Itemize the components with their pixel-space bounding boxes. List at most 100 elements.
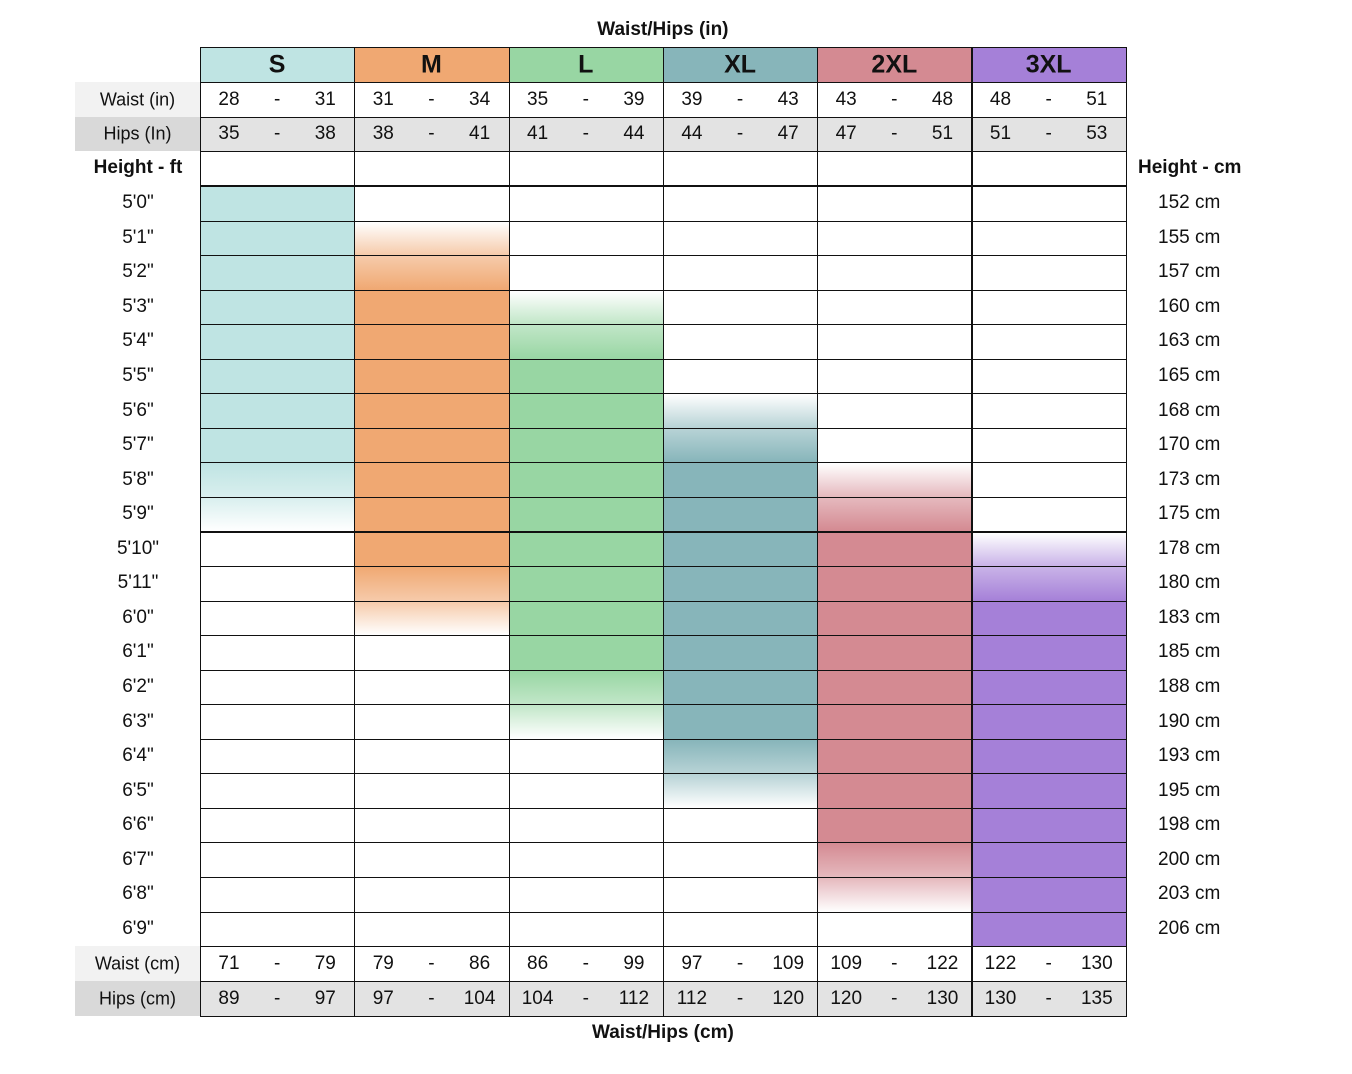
range-high: 41 (469, 123, 491, 144)
range-high: 34 (469, 88, 491, 110)
range-separator: - (1045, 123, 1052, 144)
fit-cell (354, 462, 510, 498)
fit-cell (817, 496, 973, 533)
fit-cell (662, 566, 819, 602)
fit-cell (200, 911, 356, 948)
fit-cell (354, 393, 510, 429)
fit-cell (662, 704, 819, 740)
blank-cell (508, 151, 664, 186)
row-label: Hips (In) (103, 123, 172, 144)
height-cm: 206 cm (1158, 917, 1221, 939)
fit-cell (971, 704, 1127, 740)
fit-cell (508, 877, 664, 913)
height-cm: 165 cm (1158, 365, 1221, 387)
fit-cell (662, 358, 819, 395)
fit-cell (508, 358, 664, 395)
height-ft: 6'4" (122, 745, 154, 767)
height-cm: 203 cm (1158, 883, 1221, 905)
fit-cell (354, 877, 510, 913)
fit-cell (662, 738, 819, 775)
fit-cell (817, 773, 973, 809)
range-high: 122 (926, 952, 959, 974)
height-ft: 5'10" (116, 537, 160, 559)
fit-cell (817, 324, 973, 360)
range-high: 109 (772, 952, 805, 974)
height-cm: 175 cm (1158, 503, 1221, 525)
range-low: 122 (984, 952, 1017, 974)
height-ft: 5'0" (122, 192, 154, 214)
fit-cell (354, 704, 510, 740)
fit-cell (971, 773, 1127, 809)
range-cell (354, 981, 510, 1018)
fit-cell (971, 669, 1127, 706)
height-cm: 188 cm (1158, 675, 1221, 697)
range-low: 109 (830, 952, 863, 974)
height-ft: 6'1" (122, 641, 154, 663)
fit-cell (508, 186, 664, 222)
height-ft: 5'5" (122, 365, 154, 387)
fit-cell (508, 462, 664, 498)
fit-cell (817, 704, 973, 740)
range-separator: - (582, 123, 589, 144)
range-separator: - (891, 952, 898, 974)
fit-cell (200, 738, 356, 775)
blank-cell (662, 151, 819, 186)
range-cell (662, 946, 819, 983)
fit-cell (662, 462, 819, 498)
height-cm: 193 cm (1158, 745, 1221, 767)
range-low: 71 (218, 952, 240, 974)
range-separator: - (428, 987, 435, 1009)
range-low: 38 (372, 123, 394, 144)
fit-cell (200, 669, 356, 706)
row-label: Waist (in) (99, 89, 176, 109)
range-separator: - (582, 88, 589, 110)
size-name: XL (724, 50, 757, 79)
fit-cell (662, 496, 819, 533)
height-ft: 5'3" (122, 295, 154, 317)
range-low: 48 (989, 88, 1012, 110)
size-header (354, 47, 510, 83)
fit-cell (508, 911, 664, 948)
height-cm: 152 cm (1158, 192, 1221, 214)
range-cell (200, 82, 356, 118)
height-ft: 5'7" (122, 434, 154, 456)
size-header (200, 47, 356, 83)
height-ft: 6'3" (122, 710, 154, 732)
height-ft: 5'4" (122, 330, 154, 352)
range-separator: - (736, 123, 744, 144)
height-ft-header: Height - ft (93, 157, 183, 178)
fit-cell (200, 566, 356, 602)
fit-cell (662, 255, 819, 291)
height-cm: 160 cm (1158, 295, 1221, 317)
range-separator: - (428, 123, 435, 144)
fit-cell (817, 462, 973, 498)
fit-cell (817, 393, 973, 429)
fit-cell (508, 669, 664, 706)
fit-cell (354, 186, 510, 222)
range-cell (971, 82, 1127, 118)
fit-cell (354, 220, 510, 257)
fit-cell (817, 877, 973, 913)
size-name: L (578, 50, 594, 79)
fit-cell (971, 289, 1127, 326)
fit-cell (354, 427, 510, 464)
fit-cell (508, 531, 664, 568)
fit-cell (200, 220, 356, 257)
row-label: Hips (cm) (99, 988, 176, 1009)
range-separator: - (1045, 88, 1052, 110)
range-high: 135 (1080, 987, 1113, 1009)
range-separator: - (582, 987, 589, 1009)
fit-cell (200, 358, 356, 395)
fit-cell (662, 773, 819, 809)
fit-cell (508, 842, 664, 878)
fit-cell (817, 186, 973, 222)
height-cm: 170 cm (1158, 434, 1221, 456)
range-high: 43 (777, 88, 799, 110)
range-separator: - (428, 952, 435, 974)
fit-cell (817, 911, 973, 948)
range-separator: - (736, 88, 744, 110)
fit-cell (508, 393, 664, 429)
fit-cell (662, 842, 819, 878)
range-cell (200, 117, 356, 152)
range-low: 130 (984, 987, 1017, 1009)
